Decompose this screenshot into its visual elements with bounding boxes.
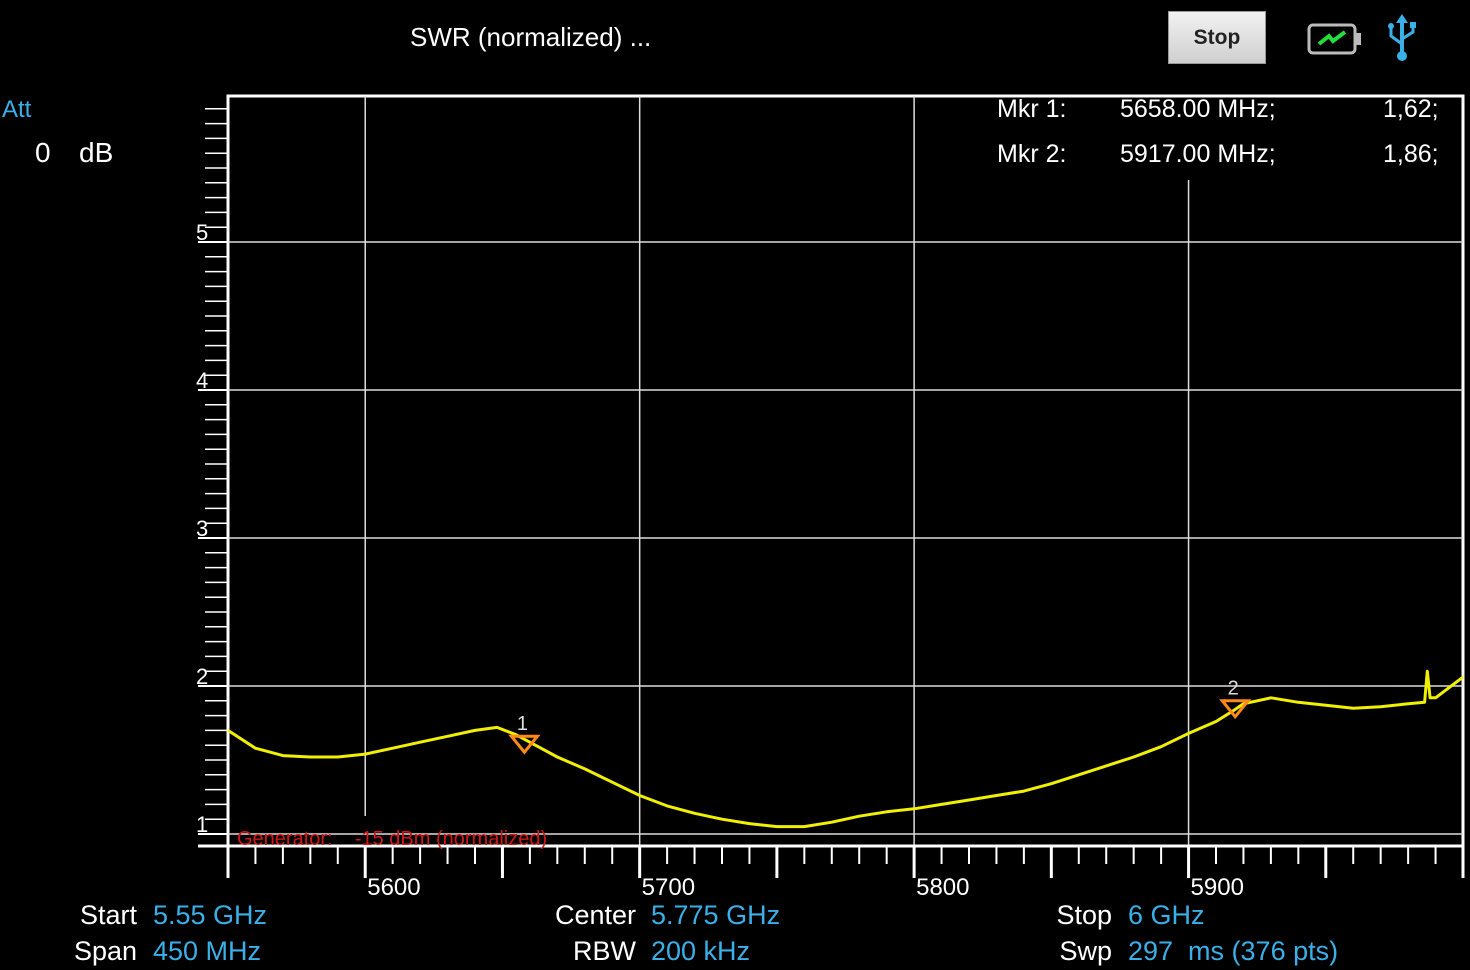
marker-2-name: Mkr 2: bbox=[997, 140, 1067, 168]
marker-1-name: Mkr 1: bbox=[997, 95, 1067, 123]
marker-2-label: 2 bbox=[1228, 678, 1239, 700]
stop-freq-label: Stop bbox=[1056, 900, 1112, 930]
attenuation-label: Att bbox=[2, 96, 32, 123]
x-tick-label: 5900 bbox=[1191, 874, 1244, 901]
attenuation-value: 0 bbox=[35, 137, 51, 168]
y-tick-label: 2 bbox=[196, 664, 208, 689]
marker-1-triangle bbox=[508, 734, 541, 755]
start-label: Start bbox=[79, 900, 137, 930]
usb-icon bbox=[1386, 14, 1418, 67]
y-tick-label: 1 bbox=[196, 812, 208, 837]
marker-2-triangle bbox=[1219, 699, 1252, 720]
generator-note: Generator: -15 dBm (normalized) bbox=[237, 828, 547, 850]
marker-1-value: 1,62; bbox=[1383, 95, 1439, 123]
sweep-label: Swp bbox=[1059, 936, 1112, 966]
measurement-title: SWR (normalized) ... bbox=[410, 22, 652, 52]
start-value[interactable]: 5.55 GHz bbox=[153, 900, 268, 930]
rbw-value[interactable]: 200 kHz bbox=[651, 936, 751, 966]
x-tick-label: 5700 bbox=[642, 874, 695, 901]
y-tick-label: 3 bbox=[196, 516, 208, 541]
marker-2-frequency: 5917.00 MHz; bbox=[1120, 140, 1276, 168]
y-tick-label: 4 bbox=[196, 368, 208, 393]
battery-charging-icon bbox=[1307, 22, 1363, 61]
y-tick-label: 5 bbox=[196, 220, 208, 245]
stop-button[interactable]: Stop bbox=[1168, 11, 1266, 64]
x-tick-label: 5600 bbox=[367, 874, 420, 901]
marker-2-value: 1,86; bbox=[1383, 140, 1439, 168]
span-value[interactable]: 450 MHz bbox=[153, 936, 262, 966]
center-label: Center bbox=[554, 900, 636, 930]
rbw-label: RBW bbox=[573, 936, 636, 966]
attenuation-unit: dB bbox=[79, 137, 114, 168]
stop-freq-value[interactable]: 6 GHz bbox=[1128, 900, 1205, 930]
x-tick-label: 5800 bbox=[916, 874, 969, 901]
marker-1-label: 1 bbox=[517, 713, 528, 735]
marker-1-frequency: 5658.00 MHz; bbox=[1120, 95, 1276, 123]
sweep-value[interactable]: 297 ms (376 pts) bbox=[1128, 936, 1339, 966]
plot-frame bbox=[226, 94, 1465, 848]
span-label: Span bbox=[73, 936, 137, 966]
center-value[interactable]: 5.775 GHz bbox=[651, 900, 781, 930]
swr-trace bbox=[227, 669, 1464, 829]
